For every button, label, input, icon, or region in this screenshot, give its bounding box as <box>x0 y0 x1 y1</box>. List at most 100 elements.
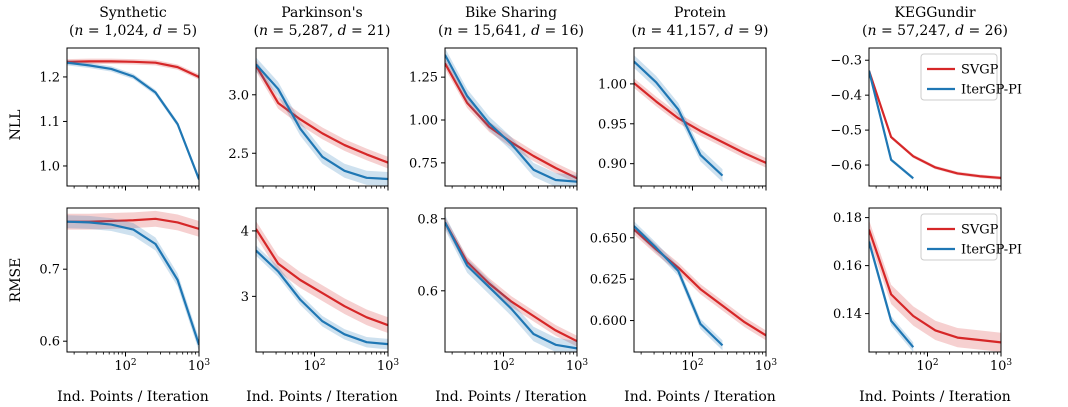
axes-frame <box>868 47 1002 187</box>
panel-subtitle: (n = 15,641, d = 16) <box>438 23 584 39</box>
plot-area <box>256 221 388 350</box>
panel-0-nll: 1.0 1.1 1.2 Synthetic (n = 1,024, d = 5) <box>39 5 200 191</box>
y-tick-label: 0.7 <box>39 263 60 278</box>
plot-area <box>445 48 577 186</box>
legend: SVGP IterGP-PI <box>920 53 1022 101</box>
y-tick-label: 0.8 <box>417 212 438 227</box>
band-itergp-pi <box>869 68 914 181</box>
legend-label: SVGP <box>961 63 999 78</box>
series-line-svgp <box>869 70 1001 180</box>
panel-1-nll: 2.5 3.0 Parkinson's (n = 5,287, d = 21) <box>228 5 391 191</box>
x-tick-label: 102 <box>492 358 514 374</box>
panel-subtitle: (n = 41,157, d = 9) <box>632 23 769 39</box>
panel-4-nll: −0.6 −0.5 −0.4 −0.3 KEGGundir (n = 57,247, d … <box>830 5 1022 191</box>
x-tick-label: 103 <box>566 358 589 374</box>
series-line-itergp-pi <box>256 63 388 181</box>
x-tick-label: 103 <box>377 358 400 374</box>
row-label-rmse: RMSE <box>8 258 24 303</box>
series-line-svgp <box>634 228 766 337</box>
series-line-itergp-pi <box>445 221 577 350</box>
plot-area <box>67 210 199 352</box>
band-svgp <box>67 210 199 237</box>
y-tick-label: 0.75 <box>409 156 438 171</box>
y-tick-label: −0.3 <box>830 54 862 69</box>
y-tick-label: 0.650 <box>590 231 627 246</box>
x-tick-label: 102 <box>114 358 136 374</box>
y-tick-label: 0.6 <box>417 284 438 299</box>
panel-1-rmse: 3 4 102 103 Ind. Points / Iteration <box>241 207 400 405</box>
plot-area <box>256 57 388 186</box>
series-line-svgp <box>634 82 766 164</box>
panel-3-nll: 0.90 0.95 1.00 Protein (n = 41,157, d = 9) <box>598 5 769 191</box>
x-axis-label: Ind. Points / Iteration <box>246 389 398 405</box>
plot-area <box>445 215 577 352</box>
band-svgp <box>256 221 388 334</box>
y-tick-label: 1.00 <box>409 114 438 129</box>
x-axis-label: Ind. Points / Iteration <box>57 389 209 405</box>
series-line-itergp-pi <box>869 241 915 348</box>
y-tick-label: 3.0 <box>228 88 249 103</box>
series-line-itergp-pi <box>634 60 724 177</box>
axes-frame <box>66 207 200 353</box>
axes-frame <box>868 207 1002 353</box>
y-tick-label: 0.16 <box>833 259 862 274</box>
legend-label: IterGP-PI <box>961 83 1022 98</box>
panel-2-nll: 0.75 1.00 1.25 Bike Sharing (n = 15,641, d =… <box>409 5 584 191</box>
y-tick-label: 0.625 <box>590 273 627 288</box>
series-line-svgp <box>445 62 577 180</box>
series-line-svgp <box>256 64 388 164</box>
y-tick-label: 0.6 <box>39 335 60 350</box>
x-axis-label: Ind. Points / Iteration <box>435 389 587 405</box>
plot-area <box>67 58 199 182</box>
series-line-itergp-pi <box>445 54 577 183</box>
panel-subtitle: (n = 5,287, d = 21) <box>253 23 390 39</box>
plot-area <box>869 68 1001 181</box>
band-itergp-pi <box>256 245 388 350</box>
band-svgp <box>634 224 766 341</box>
axes-frame <box>66 47 200 187</box>
series-line-svgp <box>256 228 388 327</box>
band-svgp <box>869 220 1001 352</box>
axes-frame <box>255 47 389 187</box>
x-tick-label: 103 <box>188 358 211 374</box>
row-label-nll: NLL <box>8 110 24 141</box>
series-line-svgp <box>869 229 1001 344</box>
x-tick-label: 103 <box>990 358 1013 374</box>
y-tick-label: 0.18 <box>833 211 862 226</box>
series-line-itergp-pi <box>67 61 199 180</box>
panel-2-rmse: 0.6 0.8 102 103 Ind. Points / Iteration <box>417 207 589 405</box>
legend: SVGP IterGP-PI <box>920 213 1022 261</box>
band-itergp-pi <box>634 55 723 183</box>
panel-grid: 1.0 1.1 1.2 Synthetic (n = 1,024, d = 5) 2.5 3… <box>39 5 1022 405</box>
y-tick-label: 0.14 <box>833 307 862 322</box>
legend-label: IterGP-PI <box>961 243 1022 258</box>
axes-frame <box>633 47 767 187</box>
panel-subtitle: (n = 57,247, d = 26) <box>862 23 1008 39</box>
axes-frame <box>444 47 578 187</box>
panel-3-rmse: 0.600 0.625 0.650 102 103 Ind. Points / Itera… <box>590 207 777 405</box>
panel-title: Synthetic <box>99 5 167 21</box>
series-line-itergp-pi <box>869 70 914 180</box>
series-line-itergp-pi <box>634 225 724 347</box>
band-itergp-pi <box>67 60 199 182</box>
y-tick-label: 1.00 <box>598 77 627 92</box>
band-svgp <box>445 58 577 184</box>
band-svgp <box>445 217 577 347</box>
series-line-svgp <box>445 221 577 343</box>
x-tick-label: 102 <box>916 358 938 374</box>
axes-frame <box>633 207 767 353</box>
plot-area <box>634 55 766 183</box>
panel-title: Parkinson's <box>281 5 362 21</box>
legend-label: SVGP <box>961 223 999 238</box>
y-tick-label: 1.2 <box>39 70 60 85</box>
y-tick-label: 4 <box>241 224 249 239</box>
x-axis-label: Ind. Points / Iteration <box>624 389 776 405</box>
panel-0-rmse: 0.6 0.7 102 103 Ind. Points / Iteration <box>39 207 211 405</box>
y-tick-label: −0.5 <box>830 124 862 139</box>
y-tick-label: 3 <box>241 290 249 305</box>
panel-title: Protein <box>674 5 726 21</box>
panel-title: KEGGundir <box>894 5 976 21</box>
y-tick-label: 1.0 <box>39 159 60 174</box>
plot-area <box>634 221 766 351</box>
